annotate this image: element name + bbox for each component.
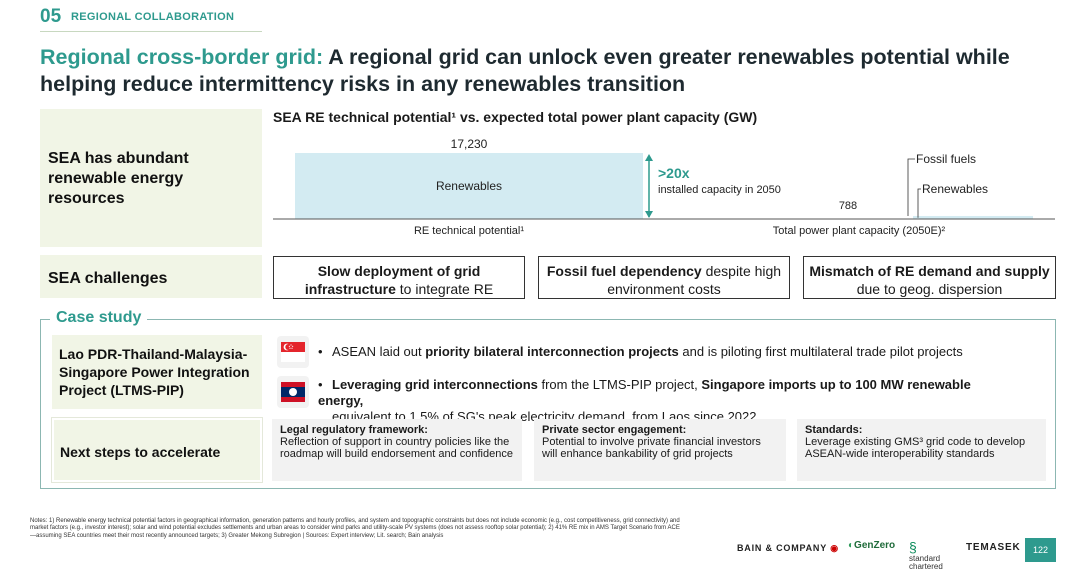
standard-chartered-mark-icon: § <box>909 539 917 555</box>
next-steps-label-box: Next steps to accelerate <box>51 417 263 483</box>
bullet-2-bold2: Singapore imports up to 100 MW renewable… <box>318 377 971 408</box>
next-steps-label: Next steps to accelerate <box>60 444 221 460</box>
bar-inner-label: Renewables <box>436 179 502 193</box>
bullet-1-post: and is piloting first multilateral trade… <box>678 344 963 359</box>
step-2-text: Potential to involve private financial i… <box>542 436 761 460</box>
genzero-logo-text: GenZero <box>854 540 896 551</box>
laos-flag-icon <box>277 376 309 408</box>
capacity-chart: Renewables 17,230 788 Fossil fuels Renewable… <box>273 137 1055 237</box>
bullet-1-pre: ASEAN laid out <box>332 344 426 359</box>
title-accent: Regional cross-border grid: <box>40 45 324 69</box>
chart-title: SEA RE technical potential¹ vs. expected… <box>273 109 758 125</box>
multiplier-arrow-head-up <box>645 154 653 161</box>
temasek-logo: TEMASEK <box>966 542 1021 553</box>
next-step-legal: Legal regulatory framework: Reflection of… <box>272 419 522 481</box>
challenges-label: SEA challenges <box>48 270 168 287</box>
category-label-total-capacity: Total power plant capacity (2050E)² <box>773 225 946 237</box>
challenge-3-bold: Mismatch of RE demand and supply <box>809 263 1050 279</box>
footnotes: Notes: 1) Renewable energy technical pot… <box>30 518 680 539</box>
case-bullet-1: • ASEAN laid out priority bilateral inter… <box>318 344 963 359</box>
step-3-heading: Standards: <box>805 424 863 436</box>
callout-fossil-fuels-line <box>907 158 915 216</box>
callout-renewables-line <box>917 188 921 218</box>
case-study-label: Case study <box>50 309 148 327</box>
challenges-label-box: SEA challenges <box>40 255 262 298</box>
project-label: Lao PDR-Thailand-Malaysia-Singapore Powe… <box>59 346 250 398</box>
challenge-demand-mismatch: Mismatch of RE demand and supply due to … <box>803 256 1056 299</box>
challenge-grid-infrastructure: Slow deployment of grid infrastructure t… <box>273 256 525 299</box>
page-number: 122 <box>1025 538 1056 562</box>
category-label-re-potential: RE technical potential¹ <box>414 225 524 237</box>
step-1-heading: Legal regulatory framework: <box>280 424 428 436</box>
value-label-total-capacity: 788 <box>839 200 857 212</box>
bullet-2-bold: Leveraging grid interconnections <box>332 377 538 392</box>
step-2-heading: Private sector engagement: <box>542 424 687 436</box>
bain-logo: BAIN & COMPANY ◉ <box>737 543 839 554</box>
bar-total-capacity-2050 <box>913 215 1033 219</box>
section-divider <box>40 31 262 32</box>
page-title: Regional cross-border grid: A regional g… <box>40 44 1040 98</box>
title-rest: A regional grid can unlock even greater … <box>40 45 1010 96</box>
case-bullet-2: • Leveraging grid interconnections from t… <box>318 377 1018 425</box>
stack-label-fossil-fuels: Fossil fuels <box>916 152 976 166</box>
sc-line-2: chartered <box>909 562 943 571</box>
sc-line-1: standard <box>909 554 941 563</box>
singapore-flag-icon <box>277 336 309 368</box>
multiplier-text: installed capacity in 2050 <box>658 184 781 196</box>
next-step-standards: Standards: Leverage existing GMS³ grid co… <box>797 419 1046 481</box>
step-1-text: Reflection of support in country policie… <box>280 436 513 460</box>
project-label-box: Lao PDR-Thailand-Malaysia-Singapore Powe… <box>52 335 262 409</box>
case-study-frame <box>40 319 1056 489</box>
challenge-1-bold: Slow deployment of grid infrastructure <box>304 263 481 297</box>
challenge-1-text: to integrate RE <box>395 281 494 297</box>
challenge-3-text: due to geog. dispersion <box>856 281 1003 297</box>
section-number: 05 <box>40 6 62 27</box>
multiplier-headline: >20x <box>658 165 690 181</box>
genzero-logo: ◐GenZero <box>848 540 895 551</box>
genzero-mark-icon: ◐ <box>848 540 855 551</box>
bar-re-technical-potential <box>295 153 643 219</box>
abundant-label-box: SEA has abundant renewable energy resour… <box>40 109 262 247</box>
challenge-2-text: despite high environment costs <box>607 263 782 297</box>
bain-logo-text: BAIN & COMPANY <box>737 543 827 553</box>
step-3-text: Leverage existing GMS³ grid code to deve… <box>805 436 1026 460</box>
abundant-label: SEA has abundant renewable energy resour… <box>48 150 189 207</box>
multiplier-arrow-head-down <box>645 211 653 218</box>
challenge-2-bold: Fossil fuel dependency <box>546 263 702 279</box>
bullet-1-bold: priority bilateral interconnection proje… <box>425 344 679 359</box>
stack-label-renewables: Renewables <box>922 182 988 196</box>
bain-mark-icon: ◉ <box>830 543 839 553</box>
value-label-re-potential: 17,230 <box>451 137 488 151</box>
bullet-2-mid: from the LTMS-PIP project, <box>537 377 702 392</box>
next-step-private-sector: Private sector engagement: Potential to i… <box>534 419 786 481</box>
challenge-fossil-dependency: Fossil fuel dependency despite high envi… <box>538 256 790 299</box>
section-title: REGIONAL COLLABORATION <box>71 11 235 23</box>
standard-chartered-logo: § standard chartered <box>909 539 943 571</box>
